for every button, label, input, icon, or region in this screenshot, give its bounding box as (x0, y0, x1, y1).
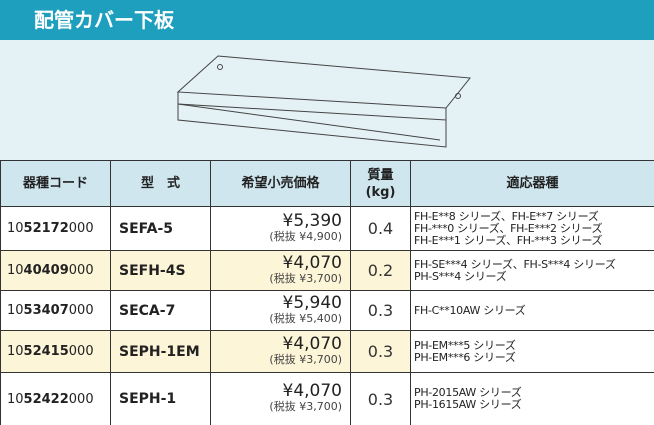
code-cell: 1052422000 (0, 372, 111, 425)
plate-outline (176, 55, 471, 148)
compatible-model: FH-***0 シリーズ、FH-E***2 シリーズ (414, 221, 603, 235)
code-part: 000 (68, 221, 94, 236)
column-header: 希望小売価格 (210, 160, 351, 207)
title-bar: 配管カバー下板 (0, 0, 654, 40)
code-part: 10 (7, 221, 24, 236)
model-cell: SEFH-4S (110, 250, 211, 291)
price: ¥4,070 (282, 252, 342, 273)
header-text: 器種コード (22, 176, 88, 191)
code-part: 000 (68, 303, 94, 318)
model: SEPH-1EM (119, 343, 200, 360)
model-cell: SECA-7 (110, 290, 211, 331)
model: SEFH-4S (119, 262, 186, 279)
weight-cell: 0.4 (350, 206, 411, 251)
code-part: 10 (7, 344, 24, 359)
compatible-model: FH-C**10AW シリーズ (414, 303, 526, 317)
code-part: 53407 (23, 303, 69, 318)
weight: 0.2 (367, 261, 394, 280)
header-text: (kg) (365, 184, 396, 200)
weight: 0.3 (367, 342, 394, 361)
price: ¥4,070 (282, 381, 342, 401)
price: ¥4,070 (282, 333, 342, 354)
price: ¥5,940 (282, 292, 342, 313)
code-part: 40409 (23, 263, 69, 278)
compatible-cell: FH-SE***4 シリーズ、FH-S***4 シリーズ PH-S***4 シリー… (410, 250, 654, 291)
code-part: 000 (68, 263, 94, 278)
product-row: 1052422000 SEPH-1 ¥4,070 (税抜 ¥3,700) 0.3 PH-2… (0, 372, 654, 425)
code-part: 000 (68, 391, 94, 407)
compatible-model: FH-E**8 シリーズ、FH-E**7 シリーズ (414, 209, 599, 223)
model-cell: SEPH-1EM (110, 330, 211, 373)
product-row: 1052415000 SEPH-1EM ¥4,070 (税抜 ¥3,700) 0.3 PH… (0, 330, 654, 373)
price-cell: ¥5,940 (税抜 ¥5,400) (210, 290, 351, 331)
weight-cell: 0.3 (350, 330, 411, 373)
weight: 0.3 (367, 389, 394, 409)
compatible-cell: FH-C**10AW シリーズ (410, 290, 654, 331)
code-cell: 1040409000 (0, 250, 111, 291)
price-excl-tax: (税抜 ¥4,900) (269, 229, 342, 243)
code-part: 52172 (23, 221, 69, 236)
code-cell: 1052415000 (0, 330, 111, 373)
code-part: 000 (68, 344, 94, 359)
code-part: 52422 (23, 391, 69, 407)
compatible-cell: PH-2015AW シリーズ PH-1615AW シリーズ (410, 372, 654, 425)
compatible-cell: PH-EM***5 シリーズ PH-EM***6 シリーズ (410, 330, 654, 373)
code-part: 10 (7, 391, 24, 407)
code-cell: 1053407000 (0, 290, 111, 331)
price-excl-tax: (税抜 ¥5,400) (269, 311, 342, 325)
header-text: 質量 (367, 167, 394, 183)
compatible-model: PH-1615AW シリーズ (414, 398, 522, 411)
model: SEPH-1 (119, 391, 177, 407)
weight: 0.3 (367, 301, 394, 320)
model-cell: SEPH-1 (110, 372, 211, 425)
column-header: 型 式 (110, 160, 211, 207)
column-header: 適応器種 (410, 160, 654, 207)
price-excl-tax: (税抜 ¥3,700) (269, 400, 342, 413)
product-row: 1052172000 SEFA-5 ¥5,390 (税抜 ¥4,900) 0.4 FH-E… (0, 206, 654, 251)
title: 配管カバー下板 (34, 8, 174, 32)
weight: 0.4 (367, 219, 394, 238)
price: ¥5,390 (282, 210, 342, 231)
model: SEFA-5 (119, 220, 173, 237)
weight-cell: 0.3 (350, 290, 411, 331)
table-body: 1052172000 SEFA-5 ¥5,390 (税抜 ¥4,900) 0.4 FH-E… (0, 206, 654, 425)
column-header: 質量 (kg) (350, 160, 411, 207)
weight-cell: 0.3 (350, 372, 411, 425)
model: SECA-7 (119, 302, 176, 319)
header-row: 器種コード 型 式 希望小売価格 質量 (kg) 適応器種 (0, 160, 654, 207)
price-cell: ¥4,070 (税抜 ¥3,700) (210, 250, 351, 291)
price-cell: ¥4,070 (税抜 ¥3,700) (210, 330, 351, 373)
product-table: 器種コード型 式希望小売価格 質量 (kg) 適応器種 1052172000 SEFA-… (0, 160, 654, 425)
compatible-model: PH-EM***5 シリーズ (414, 338, 516, 352)
price-excl-tax: (税抜 ¥3,700) (269, 271, 342, 285)
compatible-cell: FH-E**8 シリーズ、FH-E**7 シリーズ FH-***0 シリーズ、FH… (410, 206, 654, 251)
product-row: 1040409000 SEFH-4S ¥4,070 (税抜 ¥3,700) 0.2 FH-… (0, 250, 654, 291)
header-text: 型 式 (140, 176, 180, 191)
product-drawing (0, 40, 654, 160)
code-part: 10 (7, 303, 24, 318)
price-excl-tax: (税抜 ¥3,700) (269, 352, 342, 366)
compatible-model: PH-2015AW シリーズ (414, 386, 522, 399)
compatible-model: PH-EM***6 シリーズ (414, 350, 516, 364)
header-text: 希望小売価格 (241, 176, 320, 191)
code-part: 52415 (23, 344, 69, 359)
compatible-model: PH-S***4 シリーズ (414, 269, 507, 283)
model-cell: SEFA-5 (110, 206, 211, 251)
code-cell: 1052172000 (0, 206, 111, 251)
product-row: 1053407000 SECA-7 ¥5,940 (税抜 ¥5,400) 0.3 FH-C… (0, 290, 654, 331)
compatible-model: FH-SE***4 シリーズ、FH-S***4 シリーズ (414, 257, 616, 271)
weight-cell: 0.2 (350, 250, 411, 291)
header-text: 適応器種 (506, 176, 559, 191)
price-cell: ¥4,070 (税抜 ¥3,700) (210, 372, 351, 425)
compatible-model: FH-E***1 シリーズ、FH-***3 シリーズ (414, 233, 603, 247)
column-header: 器種コード (0, 160, 111, 207)
price-cell: ¥5,390 (税抜 ¥4,900) (210, 206, 351, 251)
code-part: 10 (7, 263, 24, 278)
